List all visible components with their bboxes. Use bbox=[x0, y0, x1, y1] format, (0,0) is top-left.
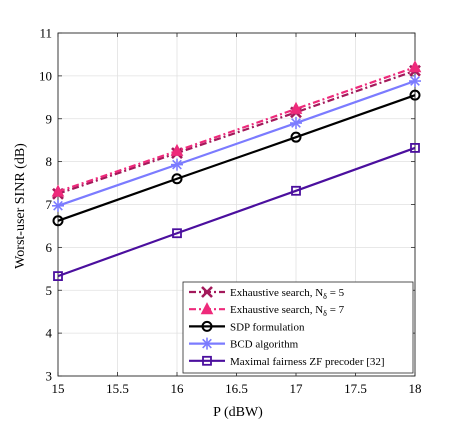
legend-marker bbox=[201, 286, 213, 298]
series-1 bbox=[51, 60, 422, 197]
y-tick-label: 4 bbox=[46, 326, 53, 341]
data-point bbox=[52, 215, 64, 227]
x-axis-label: P (dBW) bbox=[213, 405, 263, 420]
series-2 bbox=[52, 89, 421, 227]
legend-marker bbox=[201, 337, 213, 350]
series-layer bbox=[51, 60, 422, 282]
y-tick-label: 7 bbox=[46, 197, 53, 212]
x-tick-label: 15 bbox=[52, 381, 65, 396]
legend-item: Maximal fairness ZF precoder [32] bbox=[189, 356, 385, 368]
data-point bbox=[172, 228, 182, 239]
legend-item: Exhaustive search, Nδ = 5 bbox=[189, 286, 345, 301]
legend-label: Exhaustive search, Nδ = 5 bbox=[230, 287, 345, 301]
x-tick-label: 17.5 bbox=[344, 381, 367, 396]
data-point bbox=[291, 185, 301, 196]
series-line bbox=[57, 66, 416, 193]
data-point bbox=[409, 89, 421, 101]
legend: Exhaustive search, Nδ = 5 Exhaustive sear… bbox=[182, 281, 414, 374]
series-line bbox=[57, 146, 416, 278]
data-point bbox=[290, 117, 302, 130]
data-point bbox=[170, 143, 184, 156]
data-point bbox=[409, 75, 421, 88]
legend-label: BCD algorithm bbox=[230, 339, 299, 351]
data-point bbox=[53, 271, 63, 282]
y-axis-label: Worst-user SINR (dB) bbox=[13, 143, 28, 269]
legend-item: Exhaustive search, Nδ = 7 bbox=[189, 302, 345, 318]
series-line bbox=[57, 94, 416, 222]
data-point bbox=[171, 158, 183, 171]
x-tick-label: 18 bbox=[409, 381, 422, 396]
data-point bbox=[289, 101, 303, 114]
legend-marker bbox=[200, 302, 214, 315]
data-point bbox=[410, 143, 420, 153]
y-tick-label: 9 bbox=[46, 111, 53, 126]
data-point bbox=[51, 184, 65, 197]
y-tick-label: 10 bbox=[39, 68, 52, 83]
series-line bbox=[57, 69, 416, 195]
legend-item: BCD algorithm bbox=[189, 337, 299, 351]
y-tick-label: 5 bbox=[46, 283, 53, 298]
data-point bbox=[52, 199, 64, 212]
y-tick-label: 3 bbox=[46, 369, 53, 384]
data-point bbox=[408, 60, 422, 73]
series-4 bbox=[53, 143, 420, 282]
data-point bbox=[290, 131, 302, 143]
y-tick-label: 8 bbox=[46, 154, 53, 169]
legend-item: SDP formulation bbox=[189, 320, 305, 333]
data-point bbox=[171, 173, 183, 185]
legend-marker bbox=[202, 355, 212, 366]
x-tick-label: 16 bbox=[171, 381, 185, 396]
series-line bbox=[57, 79, 416, 207]
legend-label: SDP formulation bbox=[230, 321, 305, 333]
legend-label: Exhaustive search, Nδ = 7 bbox=[230, 304, 345, 318]
legend-label: Maximal fairness ZF precoder [32] bbox=[230, 356, 385, 368]
x-tick-label: 16.5 bbox=[225, 381, 248, 396]
series-3 bbox=[52, 75, 421, 212]
y-tick-label: 11 bbox=[39, 26, 52, 41]
y-tick-label: 6 bbox=[46, 240, 53, 255]
legend-marker bbox=[201, 320, 213, 332]
x-tick-label: 17 bbox=[290, 381, 304, 396]
x-tick-label: 15.5 bbox=[106, 381, 129, 396]
axes: 15 15.5 16 16.5 17 17.5 18 3 4 5 6 7 8 9 10 11 bbox=[39, 26, 422, 397]
